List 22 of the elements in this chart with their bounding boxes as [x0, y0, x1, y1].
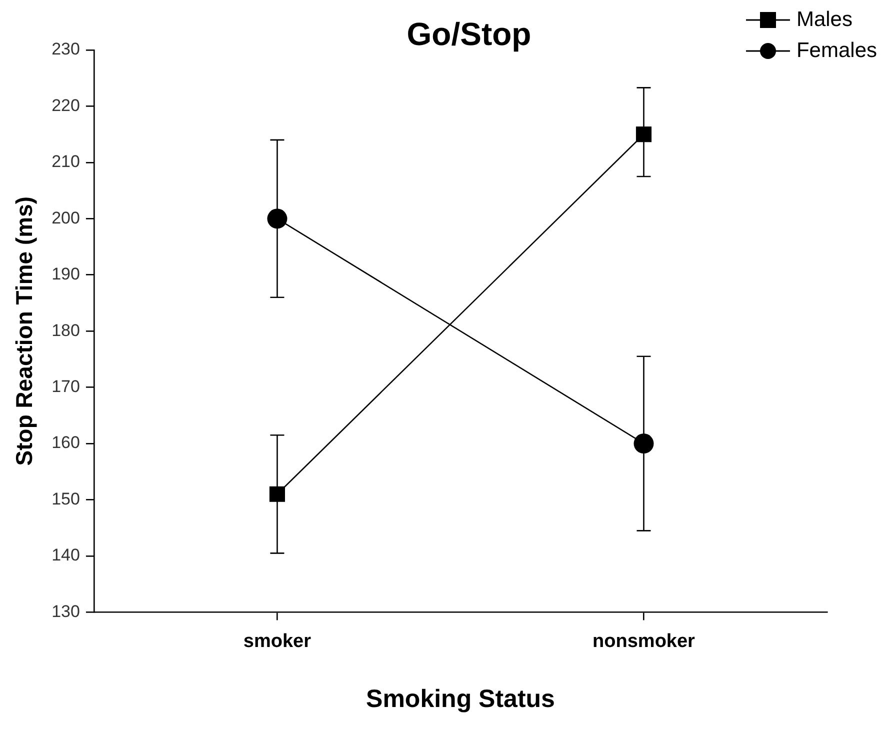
- point: [267, 208, 288, 229]
- point: [634, 434, 654, 454]
- legend-label: Males: [796, 8, 852, 32]
- y-tick-label: 200: [52, 208, 80, 228]
- y-tick-label: 160: [52, 433, 80, 452]
- y-tick-label: 130: [52, 602, 80, 621]
- y-tick-label: 190: [52, 264, 80, 284]
- point: [269, 486, 285, 502]
- y-tick-label: 230: [52, 40, 80, 59]
- y-tick-label: 170: [52, 377, 80, 396]
- y-tick-label: 220: [52, 96, 80, 115]
- y-tick-label: 150: [52, 489, 80, 508]
- y-axis-title: Stop Reaction Time (ms): [11, 196, 38, 466]
- y-tick-label: 180: [52, 320, 80, 340]
- y-tick-label: 210: [52, 152, 80, 172]
- point: [636, 126, 652, 142]
- x-tick-label: smoker: [243, 630, 312, 652]
- x-axis-title: Smoking Status: [366, 684, 555, 713]
- chart-title: Go/Stop: [406, 16, 532, 52]
- x-tick-label: nonsmoker: [592, 630, 696, 652]
- y-tick-label: 140: [52, 546, 80, 565]
- legend-label: Females: [796, 38, 877, 62]
